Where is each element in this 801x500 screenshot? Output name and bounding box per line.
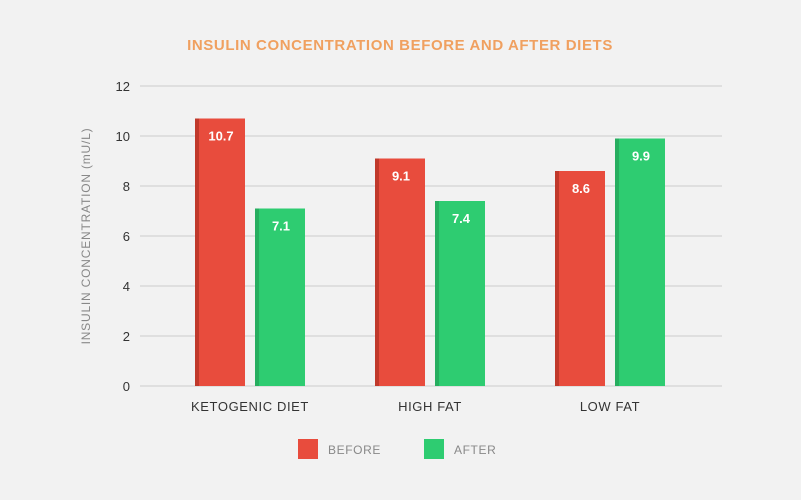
y-axis-label: INSULIN CONCENTRATION (mU/L) xyxy=(79,128,93,345)
data-label: 7.1 xyxy=(272,219,290,234)
bars: 10.7 7.1 9.1 7.4 8.6 9.9 xyxy=(195,118,665,386)
y-tick-label: 0 xyxy=(123,379,130,394)
bar-rect xyxy=(615,138,665,386)
bar-edge xyxy=(435,201,439,386)
data-label: 9.1 xyxy=(392,169,410,184)
legend-item: BEFORE xyxy=(298,439,381,459)
x-tick-label: HIGH FAT xyxy=(398,399,462,414)
bar-edge xyxy=(255,208,259,386)
y-tick-labels: 0 2 4 6 8 10 12 xyxy=(116,79,130,394)
bar-rect xyxy=(375,158,425,386)
bar xyxy=(615,138,665,386)
bar-rect xyxy=(195,118,245,386)
data-label: 9.9 xyxy=(632,149,650,164)
bar-rect xyxy=(435,201,485,386)
legend-label: AFTER xyxy=(454,443,496,457)
y-tick-label: 4 xyxy=(123,279,130,294)
y-tick-label: 12 xyxy=(116,79,130,94)
bar xyxy=(375,158,425,386)
y-tick-label: 6 xyxy=(123,229,130,244)
bar-edge xyxy=(615,138,619,386)
bar xyxy=(195,118,245,386)
data-label: 10.7 xyxy=(208,129,233,144)
y-tick-label: 10 xyxy=(116,129,130,144)
x-tick-label: KETOGENIC DIET xyxy=(191,399,309,414)
data-label: 7.4 xyxy=(452,211,471,226)
legend-label: BEFORE xyxy=(328,443,381,457)
legend: BEFORE AFTER xyxy=(298,439,496,459)
bar xyxy=(435,201,485,386)
bar xyxy=(255,208,305,386)
bar-edge xyxy=(555,171,559,386)
legend-swatch xyxy=(298,439,318,459)
bar xyxy=(555,171,605,386)
category-labels: KETOGENIC DIET HIGH FAT LOW FAT xyxy=(191,399,640,414)
bar-edge xyxy=(375,158,379,386)
x-tick-label: LOW FAT xyxy=(580,399,640,414)
bar-rect xyxy=(255,208,305,386)
bar-edge xyxy=(195,118,199,386)
y-tick-label: 2 xyxy=(123,329,130,344)
bar-rect xyxy=(555,171,605,386)
legend-item: AFTER xyxy=(424,439,496,459)
legend-swatch xyxy=(424,439,444,459)
y-tick-label: 8 xyxy=(123,179,130,194)
data-label: 8.6 xyxy=(572,181,590,196)
chart-title: INSULIN CONCENTRATION BEFORE AND AFTER D… xyxy=(187,37,613,54)
